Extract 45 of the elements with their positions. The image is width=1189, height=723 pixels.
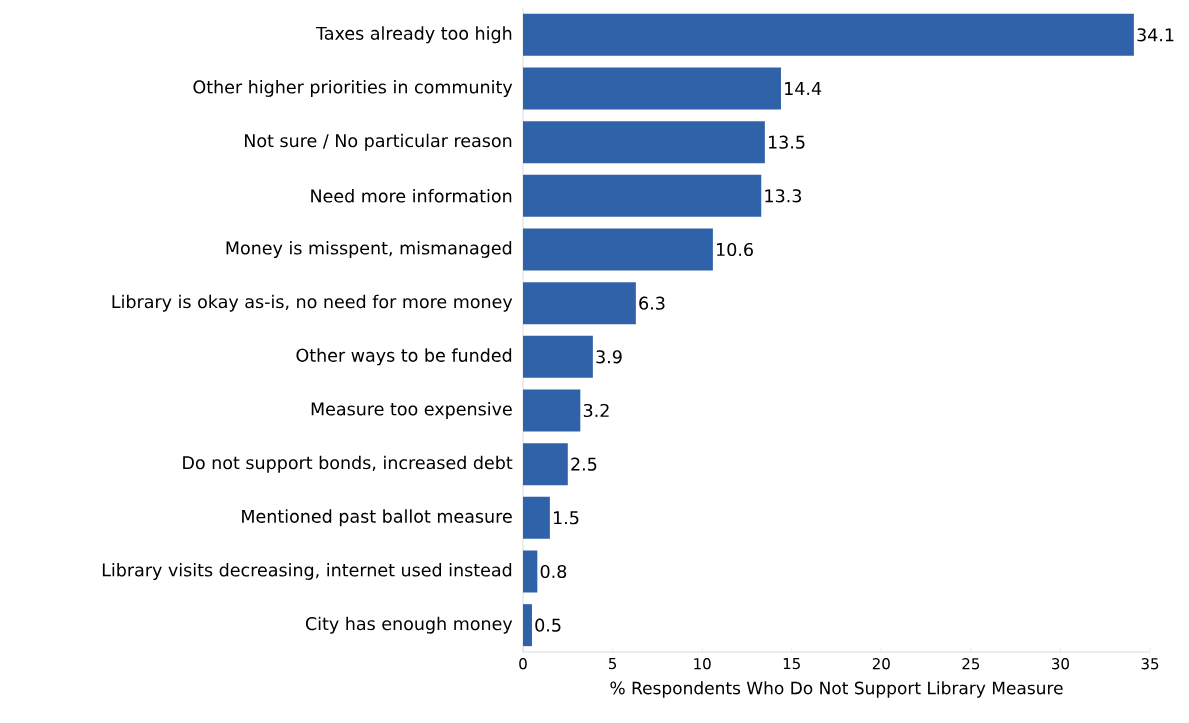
data-label: 2.5 <box>571 457 597 471</box>
x-tick-label: 20 <box>872 658 890 670</box>
x-tick-label: 10 <box>694 658 711 670</box>
data-label: 1.5 <box>554 511 579 525</box>
bar <box>523 13 1134 56</box>
x-tick-label: 5 <box>608 658 617 670</box>
bar <box>523 174 762 217</box>
y-tick-label: Library is okay as-is, no need for more money <box>112 294 513 312</box>
y-tick-label: Not sure / No particular reason <box>245 133 512 151</box>
bar <box>523 335 593 378</box>
bar <box>523 550 538 593</box>
data-label: 14.4 <box>785 82 822 95</box>
y-tick-label: Money is misspent, mismanaged <box>226 241 512 258</box>
x-tick-label: 30 <box>1052 658 1069 670</box>
bar <box>523 67 781 110</box>
y-tick-label: Other ways to be funded <box>296 348 512 366</box>
y-tick-label: City has enough money <box>305 616 513 634</box>
y-tick-label: Need more information <box>311 189 512 203</box>
x-axis-title: % Respondents Who Do Not Support Library Measure <box>610 681 1063 698</box>
data-label: 3.9 <box>596 350 622 364</box>
data-label: 13.3 <box>765 189 802 203</box>
bar <box>523 443 568 486</box>
data-label: 10.6 <box>717 242 753 257</box>
x-tick-label: 0 <box>519 658 527 670</box>
data-label: 34.1 <box>1137 28 1174 42</box>
bar <box>523 121 765 164</box>
data-label: 6.3 <box>639 296 665 310</box>
bar <box>523 228 713 271</box>
y-tick-label: Library visits decreasing, internet used instead <box>102 563 512 580</box>
x-tick-label: 15 <box>783 658 800 670</box>
bar <box>523 496 550 539</box>
y-tick-label: Other higher priorities in community <box>193 80 513 97</box>
data-label: 0.5 <box>535 618 561 632</box>
data-label: 0.8 <box>540 564 567 579</box>
x-tick-label: 35 <box>1141 658 1159 670</box>
y-tick-label: Mentioned past ballot measure <box>242 509 512 527</box>
x-tick-label: 25 <box>962 658 980 670</box>
y-tick-label: Do not support bonds, increased debt <box>183 455 513 473</box>
bar <box>523 604 532 647</box>
y-tick-label: Taxes already too high <box>315 26 512 44</box>
bar <box>523 389 581 432</box>
y-tick-label: Measure too expensive <box>311 402 512 419</box>
data-label: 3.2 <box>583 403 609 418</box>
data-label: 13.5 <box>768 135 805 149</box>
bar <box>523 282 636 325</box>
